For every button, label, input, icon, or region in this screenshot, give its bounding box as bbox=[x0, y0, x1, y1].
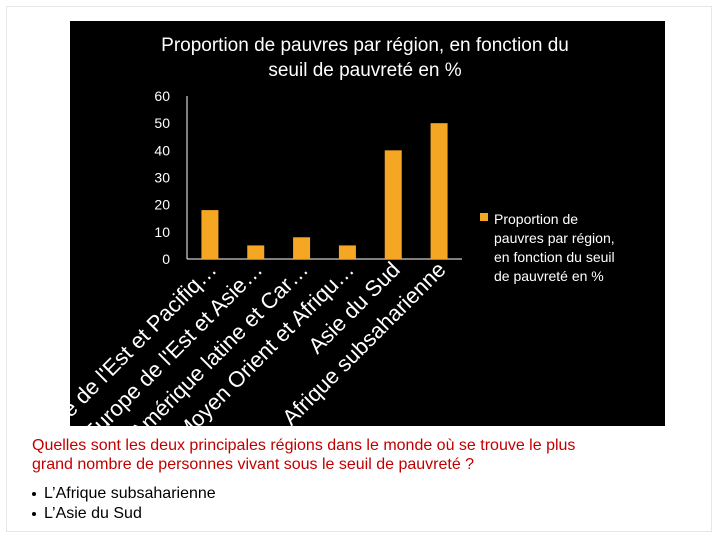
y-tick-label: 0 bbox=[162, 251, 170, 267]
answer-item: L’Asie du Sud bbox=[32, 504, 216, 524]
bullet-icon bbox=[32, 512, 36, 516]
answer-list: L’Afrique subsaharienne L’Asie du Sud bbox=[32, 484, 216, 524]
y-tick-label: 30 bbox=[154, 170, 170, 186]
bar bbox=[430, 123, 448, 260]
chart-title: Proportion de pauvres par région, en fon… bbox=[161, 35, 569, 56]
y-tick-label: 10 bbox=[154, 224, 170, 240]
bar-chart: Proportion de pauvres par région, en fon… bbox=[70, 35, 615, 426]
chart-panel: Proportion de pauvres par région, en fon… bbox=[70, 21, 665, 426]
legend-label: Proportion de bbox=[494, 211, 578, 227]
bullet-icon bbox=[32, 492, 36, 496]
y-tick-label: 40 bbox=[154, 142, 170, 158]
bar bbox=[201, 210, 219, 259]
legend-label: pauvres par région, bbox=[494, 230, 615, 246]
chart-title: seuil de pauvreté en % bbox=[268, 60, 461, 81]
question-line-1: Quelles sont les deux principales région… bbox=[32, 437, 576, 454]
slide-border bbox=[6, 6, 712, 532]
answer-item: L’Afrique subsaharienne bbox=[32, 484, 216, 504]
question-line-2: grand nombre de personnes vivant sous le… bbox=[32, 456, 475, 473]
answer-text: L’Asie du Sud bbox=[44, 505, 142, 522]
y-tick-label: 60 bbox=[154, 88, 170, 104]
legend-label: en fonction du seuil bbox=[494, 249, 615, 265]
bar bbox=[293, 237, 311, 259]
question-text: Quelles sont les deux principales région… bbox=[32, 436, 692, 474]
bar bbox=[338, 245, 356, 259]
y-tick-label: 50 bbox=[154, 115, 170, 131]
bar bbox=[384, 150, 402, 259]
legend-swatch bbox=[480, 213, 488, 221]
y-tick-label: 20 bbox=[154, 197, 170, 213]
legend-label: de pauvreté en % bbox=[494, 268, 604, 284]
bar bbox=[247, 245, 265, 259]
answer-text: L’Afrique subsaharienne bbox=[44, 485, 216, 502]
